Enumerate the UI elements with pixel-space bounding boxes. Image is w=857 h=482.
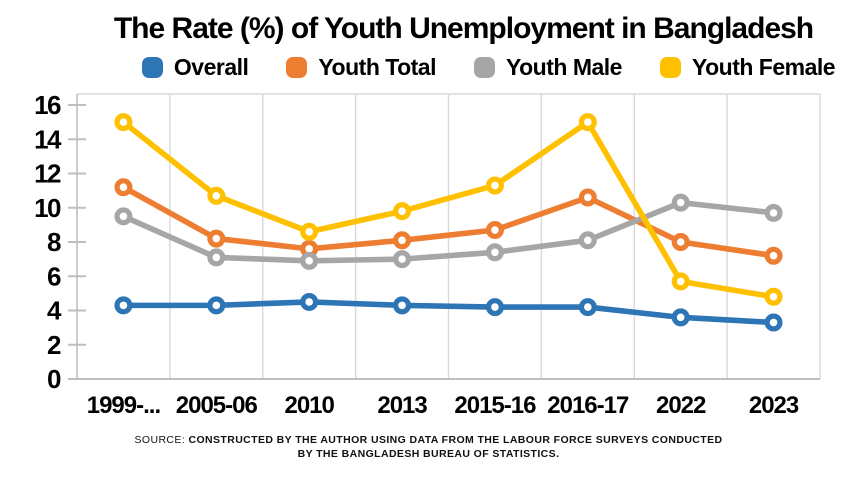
x-tick-label: 2015-16 [454,392,536,419]
x-tick-label: 2016-17 [547,392,629,419]
legend-swatch-youth-total [286,56,308,78]
legend-swatch-overall [141,56,163,78]
data-point-marker [393,250,412,269]
data-point-marker [578,113,597,132]
data-point-marker [207,296,226,315]
legend-item-overall: Overall [141,53,249,81]
legend-label-overall: Overall [173,53,249,80]
data-point-marker [578,188,597,207]
data-point-marker [114,178,133,197]
data-point-marker [671,193,690,212]
series-line-youth-male [120,199,777,264]
legend-swatch-youth-male [474,56,495,78]
data-point-marker [764,287,783,306]
data-point-marker [300,251,319,270]
data-point-marker [114,207,133,226]
legend-label-youth-male: Youth Male [506,53,622,80]
data-point-marker [671,233,690,252]
data-point-marker [485,298,504,317]
data-point-marker [207,248,226,267]
x-tick-label: 2023 [749,392,799,419]
data-point-marker [207,229,226,248]
data-point-marker [671,308,690,327]
y-tick-label: 2 [47,330,61,360]
data-point-marker [114,113,133,132]
y-tick-label: 8 [47,227,61,257]
data-point-marker [578,231,597,250]
data-point-marker [300,222,319,241]
y-tick-label: 14 [34,124,62,154]
legend-item-youth-female: Youth Female [659,53,836,81]
legend-label-youth-total: Youth Total [318,53,436,80]
series-line-youth-total [120,184,777,259]
data-point-marker [393,231,412,250]
legend-label-youth-female: Youth Female [691,53,836,80]
series-line-youth-female [120,119,777,300]
series-line-overall [120,299,777,326]
chart-title: The Rate (%) of Youth Unemployment in Ba… [113,12,814,45]
y-tick-label: 4 [47,296,62,326]
source-prefix: SOURCE: [134,434,186,446]
x-tick-label: 2005-06 [176,392,258,419]
data-point-marker [207,186,226,205]
source-line2: BY THE BANGLADESH BUREAU OF STATISTICS. [297,448,560,460]
y-tick-label: 6 [47,261,61,291]
data-point-marker [300,292,319,311]
y-tick-label: 12 [34,159,61,189]
x-tick-label: 2013 [377,392,427,419]
data-point-marker [671,272,690,291]
data-point-marker [764,246,783,265]
x-tick-label: 2010 [284,392,334,419]
x-tick-label: 2022 [656,392,706,419]
data-point-marker [764,203,783,222]
data-point-marker [393,202,412,221]
source-line1: CONSTRUCTED BY THE AUTHOR USING DATA FRO… [188,434,723,446]
legend-item-youth-total: Youth Total [286,54,436,81]
x-tick-label: 1999-... [87,392,161,419]
legend: Overall Youth Total Youth Male Youth Fem… [0,52,857,82]
y-tick-label: 0 [47,364,61,394]
data-point-marker [485,221,504,240]
data-point-marker [578,298,597,317]
data-point-marker [485,176,504,195]
y-tick-label: 16 [34,90,61,120]
legend-item-youth-male: Youth Male [474,54,622,81]
data-point-marker [764,313,783,332]
data-point-marker [114,296,133,315]
data-point-marker [485,243,504,262]
legend-swatch-youth-female [659,56,681,78]
source-note: SOURCE: CONSTRUCTED BY THE AUTHOR USING … [0,433,857,461]
data-point-marker [393,296,412,315]
y-tick-label: 10 [34,193,61,223]
